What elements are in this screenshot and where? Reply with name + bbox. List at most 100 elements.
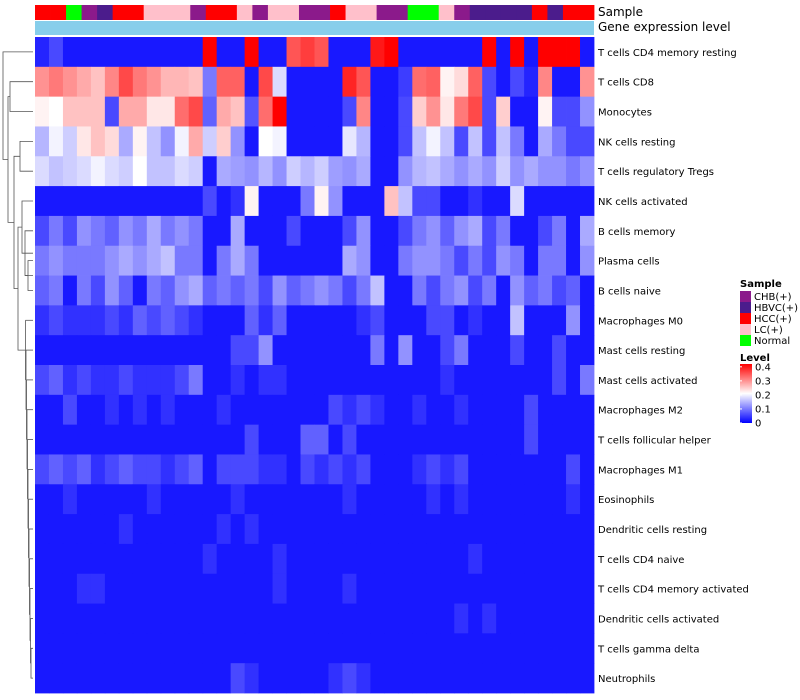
heatmap-cell [412,305,427,336]
row-label: Macrophages M1 [598,465,683,476]
heatmap-cell [426,543,441,575]
heatmap-cell [538,573,553,604]
heatmap-cell [230,424,246,455]
heatmap-cell [426,96,441,127]
heatmap-cell [342,305,357,336]
heatmap-cell [188,394,204,426]
heatmap-cell [580,156,595,187]
heatmap-cell [524,424,539,455]
heatmap-cell [244,603,260,634]
heatmap-cell [496,484,511,515]
heatmap-cell [202,394,218,426]
heatmap-cell [370,66,385,98]
heatmap-cell [244,126,260,157]
heatmap-cell [426,603,441,634]
heatmap-cell [440,215,455,247]
sample-annotation-cell [112,5,129,20]
heatmap-cell [174,663,190,694]
sample-annotation-cell [283,5,300,20]
heatmap-cell [566,275,581,306]
sample-annotation-cell [376,5,393,20]
sample-annotation-cell [423,5,440,20]
heatmap-cell [118,394,134,426]
heatmap-cell [258,215,273,247]
heatmap-cell [202,156,218,187]
heatmap-cell [272,573,287,604]
heatmap-cell [328,543,343,575]
heatmap-cell [482,454,497,485]
heatmap-cell [174,305,190,336]
heatmap-cell [174,66,190,98]
level-legend-tick-label: 0.3 [755,376,771,387]
heatmap-cell [510,663,525,694]
heatmap-cell [468,543,483,575]
heatmap-cell [132,543,148,575]
heatmap-cell [384,454,399,485]
heatmap-cell [468,275,483,306]
heatmap-cell [552,186,567,217]
heatmap-cell [132,66,148,98]
heatmap-cell [90,573,106,604]
heatmap-cell [566,305,581,336]
dendrogram-branch [30,647,33,679]
heatmap-cell [188,66,204,98]
row-label: Macrophages M0 [598,316,683,327]
heatmap-cell [230,305,246,336]
heatmap-cell [35,454,50,485]
heatmap-cell [160,215,176,247]
heatmap-cell [202,245,218,276]
sample-legend-label: LC(+) [754,325,783,336]
heatmap-cell [90,543,106,575]
heatmap-cell [35,66,50,98]
heatmap-cell [580,186,595,217]
heatmap-cell [328,66,343,98]
heatmap-cell [370,245,385,276]
sample-legend-title: Sample [740,279,782,290]
heatmap-cell [524,305,539,336]
heatmap-cell [496,305,511,336]
heatmap-cell [230,543,246,575]
heatmap-cell [48,305,64,336]
heatmap-cell [118,96,134,127]
heatmap-cell [62,156,78,187]
heatmap-cell [440,156,455,187]
heatmap-cell [286,66,301,98]
heatmap-cell [496,215,511,247]
heatmap-cell [216,186,232,217]
heatmap-cell [566,156,581,187]
level-legend: Level 0.4 0.3 0.2 0.1 0 [740,353,771,430]
heatmap-cell [398,335,413,366]
heatmap-cell [342,245,357,276]
heatmap-cell [118,663,134,694]
heatmap-cell [482,573,497,604]
heatmap-cell [454,335,469,366]
heatmap-cell [524,454,539,485]
heatmap-cell [62,305,78,336]
heatmap-cell [104,573,120,604]
heatmap-cell [76,275,92,306]
sample-annotation-cell [345,5,362,20]
heatmap-cell [426,156,441,187]
sample-legend-swatch [740,291,751,302]
heatmap-cell [76,186,92,217]
heatmap-cell [258,245,273,276]
heatmap-cell [202,543,218,575]
heatmap-cell [258,305,273,336]
heatmap-cell [244,365,260,396]
heatmap-cell [160,603,176,634]
heatmap-cell [286,245,301,276]
sample-annotation-cell [314,5,331,20]
heatmap-cell [272,335,287,366]
heatmap-cell [552,484,567,515]
heatmap-cell [160,186,176,217]
heatmap-cell [188,543,204,575]
heatmap-cell [132,126,148,157]
heatmap-cell [510,514,525,545]
heatmap-cell [510,245,525,276]
row-label: Dendritic cells resting [598,525,707,536]
heatmap-cell [510,335,525,366]
heatmap-cell [454,454,469,485]
heatmap-cell [272,633,287,664]
heatmap-cell [384,305,399,336]
heatmap-cell [104,156,120,187]
